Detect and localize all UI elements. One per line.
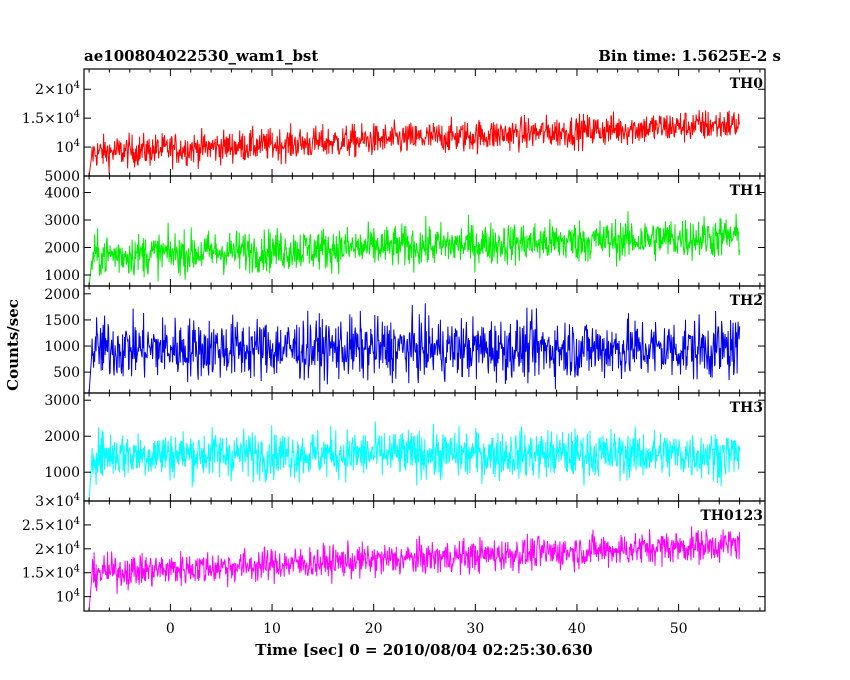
series-line-th2 [88,303,741,393]
x-tick-label: 50 [670,621,688,637]
y-tick-label: 1.5×104 [22,109,80,127]
x-tick-label: 20 [365,621,383,637]
y-tick-label: 2000 [44,287,80,303]
y-tick-label: 1000 [44,268,80,284]
y-tick-label: 1.5×104 [22,564,80,582]
y-tick-label: 1500 [44,313,80,329]
y-tick-label: 2×104 [35,80,80,98]
y-tick-label: 1000 [44,339,80,355]
y-tick-label: 5000 [44,169,80,185]
series-line-th1 [88,211,741,286]
y-tick-label: 2000 [44,429,80,445]
y-tick-label: 3×104 [35,492,80,510]
panel-label: TH2 [730,293,763,309]
y-tick-label: 1000 [44,465,80,481]
header-filename: ae100804022530_wam1_bst [84,47,318,65]
series-line-th0 [88,110,741,176]
panel-th0123: 104 1.5×104 2×104 2.5×104 3×104 TH0123 0 10 20 30… [22,492,766,637]
y-tick-label: 3000 [44,393,80,409]
y-tick-label: 104 [56,588,80,606]
panel-label: TH1 [730,183,763,199]
y-tick-label: 2.5×104 [22,516,80,534]
panel-label: TH3 [730,400,763,416]
y-axis-label: Counts/sec [4,299,22,391]
panel-frame [83,175,766,287]
x-tick-label: 40 [568,621,586,637]
panel-frame [83,500,766,612]
series-line-th3 [88,421,741,501]
y-tick-label: 3000 [44,213,80,229]
header-bin-time: Bin time: 1.5625E-2 s [598,47,781,65]
panel-label: TH0123 [700,508,763,524]
series-line-th0123 [88,526,741,611]
x-axis-label: Time [sec] 0 = 2010/08/04 02:25:30.630 [255,641,592,659]
x-tick-label: 30 [466,621,484,637]
y-tick-label: 2000 [44,241,80,257]
y-tick-label: 104 [56,138,80,156]
y-tick-label: 4000 [44,186,80,202]
y-tick-label: 500 [53,365,80,381]
x-tick-label: 10 [263,621,281,637]
panel-th2: 500 1000 1500 2000 TH2 [44,285,766,394]
panel-th1: 1000 2000 3000 4000 TH1 [44,175,766,287]
panel-th3: 1000 2000 3000 TH3 [44,392,766,502]
panel-th0: 5000 104 1.5×104 2×104 TH0 [22,68,766,185]
x-tick-label: 0 [166,621,175,637]
y-tick-label: 2×104 [35,540,80,558]
panel-label: TH0 [730,76,764,92]
